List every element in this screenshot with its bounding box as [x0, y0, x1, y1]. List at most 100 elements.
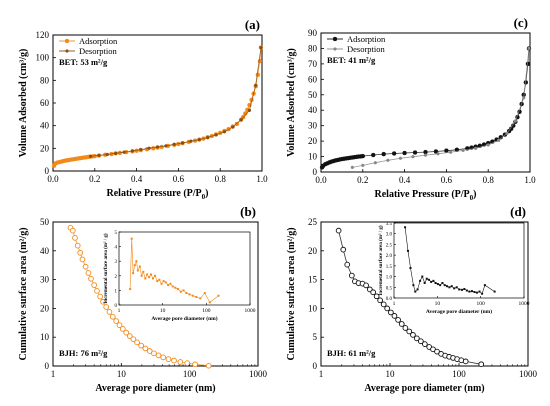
- panel-b-data-point-0: [97, 293, 104, 300]
- panel-b-inset-x-tick-label: 1000: [245, 308, 256, 314]
- panel-c-x-axis-label: Relative Pressure (P/P0): [375, 189, 477, 202]
- panel-a-x-tick-label: 1.0: [256, 174, 268, 184]
- panel-a-x-tick-label: 0.0: [47, 174, 59, 184]
- panel-d-inset-x-tick-label: 10: [435, 301, 441, 307]
- panel-d-data-point-0: [398, 321, 405, 327]
- panel-b-data-point-0: [106, 309, 113, 315]
- panel-d-inset-y-tick-label: 0.0: [386, 297, 393, 302]
- panel-b-data-point-0: [88, 275, 94, 282]
- panel-b-inset-data-point: [164, 281, 167, 284]
- panel-b-inset-y-tick-label: 1: [115, 289, 118, 294]
- panel-c-y-tick-label: 50: [308, 90, 318, 100]
- panel-b-inset-data-point: [132, 272, 135, 275]
- panel-d-data-point-0: [384, 305, 391, 312]
- panel-c-data-point-1: [497, 138, 501, 142]
- panel-d-data-point-0: [349, 272, 355, 279]
- panel-c-data-point-1: [423, 153, 428, 157]
- panel-c-data-point-1: [448, 150, 453, 154]
- panel-a-data-point-1: [206, 135, 210, 140]
- panel-d-inset-data-point: [425, 277, 428, 280]
- panel-b-x-tick-label: 1: [51, 369, 56, 379]
- panel-d-data-point-0: [363, 282, 369, 289]
- panel-c-data-point-1: [350, 165, 355, 170]
- panel-c-data-point-1: [373, 161, 377, 165]
- panel-b-data-point-0: [160, 354, 167, 361]
- panel-d-inset-data-point: [427, 278, 430, 281]
- panel-a-data-point-1: [155, 145, 160, 149]
- panel-b-y-tick-label: 0: [45, 361, 50, 371]
- panel-d-inset-data-point: [475, 291, 478, 294]
- panel-c-data-point-1: [474, 146, 478, 151]
- panel-b-data-point-0: [177, 359, 184, 365]
- panel-b-x-tick-label: 1000: [249, 369, 268, 379]
- panel-b-data-point-0: [72, 234, 78, 241]
- panel-d-inset-data-point: [458, 288, 461, 291]
- panel-d-x-tick-label: 1000: [519, 369, 538, 379]
- panel-a-data-point-1: [254, 83, 258, 87]
- panel-d-inset-y-tick-label: 2.0: [386, 254, 393, 259]
- panel-b-y-tick-label: 10: [40, 332, 50, 342]
- panel-b-label: (b): [240, 204, 256, 219]
- panel-d-x-axis-label: Average pore diameter (nm): [364, 383, 484, 394]
- panel-d-x-tick-label: 100: [452, 369, 466, 379]
- panel-d-y-tick-label: 10: [308, 303, 318, 313]
- panel-a-data-point-1: [105, 152, 109, 157]
- panel-a-data-point-1: [197, 137, 201, 142]
- panel-b-inset-data-point: [203, 292, 206, 295]
- panel-b-data-point-0: [119, 325, 126, 332]
- panel-c-y-tick-label: 20: [308, 136, 318, 146]
- panel-d-x-tick-label: 1: [319, 369, 324, 379]
- panel-b-y-tick-label: 20: [40, 303, 50, 313]
- panel-c-data-point-1: [386, 158, 390, 162]
- panel-c-data-point-1: [486, 143, 490, 147]
- panel-b-plot-frame: [52, 221, 259, 367]
- panel-b-data-point-0: [109, 313, 116, 320]
- panel-b-inset-data-point: [144, 277, 147, 280]
- panel-c-data-point-0: [412, 150, 418, 155]
- panel-b-y-tick-label: 50: [40, 217, 50, 227]
- panel-a-x-tick-label: 0.4: [131, 174, 143, 184]
- panel-d-inset-data-point: [443, 284, 446, 287]
- panel-d-inset-data-point: [434, 282, 437, 284]
- panel-b-inset-y-tick-label: 4: [115, 246, 118, 251]
- panel-a-x-tick-label: 0.6: [173, 174, 185, 184]
- panel-b-data-point-0: [91, 282, 97, 288]
- panel-c-data-point-1: [461, 148, 465, 153]
- panel-a-annotation: BET: 53 m²/g: [59, 57, 108, 67]
- panel-b-data-point-0: [138, 342, 145, 349]
- panel-b-inset-data-point: [182, 289, 185, 292]
- panel-d-y-tick-label: 5: [313, 332, 318, 342]
- panel-d-y-tick-label: 25: [308, 217, 318, 227]
- panel-b-inset-data-point: [135, 260, 138, 263]
- panel-d-inset-data-point: [421, 275, 424, 278]
- panel-c-legend-label-0: Adsorption: [347, 34, 386, 44]
- panel-d-data-point-0: [335, 227, 342, 234]
- panel-d-inset-y-tick-label: 1.5: [386, 265, 393, 270]
- panel-c-y-tick-label: 70: [308, 59, 318, 69]
- panel-a-data-point-1: [222, 130, 227, 134]
- panel-a-data-point-1: [164, 144, 168, 148]
- panel-c-data-point-0: [525, 61, 531, 67]
- panel-d-inset-data-point: [445, 285, 448, 288]
- panel-c-annotation: BET: 41 m²/g: [327, 55, 376, 65]
- panel-c-data-point-1: [527, 46, 531, 51]
- panel-a-data-point-1: [231, 125, 235, 129]
- panel-d-inset-data-point: [436, 283, 439, 286]
- panel-d-inset-data-point: [481, 292, 484, 295]
- panel-b-y-tick-label: 40: [40, 246, 50, 256]
- panel-d-data-point-0: [422, 341, 428, 347]
- panel-d-x-tick-label: 10: [386, 369, 396, 379]
- panel-b-inset-data-point: [146, 273, 149, 276]
- panel-c-y-tick-label: 0: [313, 167, 318, 177]
- panel-b-data-point-0: [116, 322, 123, 328]
- panel-b-annotation: BJH: 76 m²/g: [59, 348, 108, 358]
- panel-d-data-point-0: [391, 313, 398, 319]
- panel-d-data-point-0: [414, 335, 420, 342]
- panel-c-data-point-0: [423, 149, 428, 155]
- panel-b-inset-data-point: [169, 282, 172, 285]
- panel-d-inset-data-point: [455, 286, 458, 289]
- panel-c-y-tick-label: 60: [308, 74, 318, 84]
- panel-c-data-point-1: [398, 156, 403, 160]
- panel-d-inset-data-point: [406, 249, 409, 252]
- panel-d-data-point-0: [395, 317, 401, 323]
